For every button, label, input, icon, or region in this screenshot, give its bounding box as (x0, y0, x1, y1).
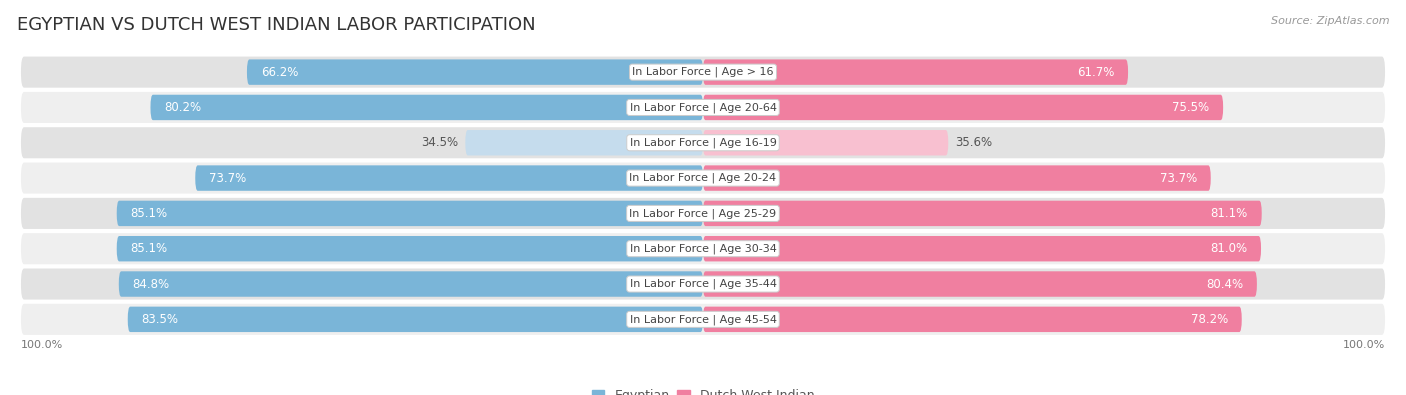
FancyBboxPatch shape (150, 95, 703, 120)
Text: 85.1%: 85.1% (131, 242, 167, 255)
Text: 66.2%: 66.2% (260, 66, 298, 79)
FancyBboxPatch shape (247, 59, 703, 85)
Text: EGYPTIAN VS DUTCH WEST INDIAN LABOR PARTICIPATION: EGYPTIAN VS DUTCH WEST INDIAN LABOR PART… (17, 16, 536, 34)
FancyBboxPatch shape (703, 271, 1257, 297)
Text: In Labor Force | Age 45-54: In Labor Force | Age 45-54 (630, 314, 776, 325)
FancyBboxPatch shape (21, 304, 1385, 335)
Text: In Labor Force | Age 25-29: In Labor Force | Age 25-29 (630, 208, 776, 219)
Text: 100.0%: 100.0% (1343, 340, 1385, 350)
Text: In Labor Force | Age 35-44: In Labor Force | Age 35-44 (630, 279, 776, 289)
Legend: Egyptian, Dutch West Indian: Egyptian, Dutch West Indian (586, 384, 820, 395)
FancyBboxPatch shape (703, 130, 948, 156)
Text: 83.5%: 83.5% (142, 313, 179, 326)
FancyBboxPatch shape (21, 198, 1385, 229)
FancyBboxPatch shape (703, 307, 1241, 332)
Text: 84.8%: 84.8% (132, 278, 170, 291)
FancyBboxPatch shape (117, 201, 703, 226)
FancyBboxPatch shape (118, 271, 703, 297)
Text: In Labor Force | Age 16-19: In Labor Force | Age 16-19 (630, 137, 776, 148)
FancyBboxPatch shape (703, 95, 1223, 120)
Text: 81.0%: 81.0% (1211, 242, 1247, 255)
FancyBboxPatch shape (21, 56, 1385, 88)
Text: In Labor Force | Age 30-34: In Labor Force | Age 30-34 (630, 243, 776, 254)
FancyBboxPatch shape (21, 127, 1385, 158)
FancyBboxPatch shape (21, 92, 1385, 123)
Text: 35.6%: 35.6% (955, 136, 993, 149)
FancyBboxPatch shape (465, 130, 703, 156)
FancyBboxPatch shape (21, 233, 1385, 264)
Text: 73.7%: 73.7% (209, 171, 246, 184)
FancyBboxPatch shape (703, 166, 1211, 191)
Text: 85.1%: 85.1% (131, 207, 167, 220)
Text: Source: ZipAtlas.com: Source: ZipAtlas.com (1271, 16, 1389, 26)
Text: 80.4%: 80.4% (1206, 278, 1243, 291)
Text: In Labor Force | Age 20-24: In Labor Force | Age 20-24 (630, 173, 776, 183)
FancyBboxPatch shape (703, 236, 1261, 261)
FancyBboxPatch shape (21, 269, 1385, 299)
Text: 73.7%: 73.7% (1160, 171, 1197, 184)
FancyBboxPatch shape (117, 236, 703, 261)
Text: 100.0%: 100.0% (21, 340, 63, 350)
FancyBboxPatch shape (21, 162, 1385, 194)
Text: 61.7%: 61.7% (1077, 66, 1115, 79)
Text: 75.5%: 75.5% (1173, 101, 1209, 114)
FancyBboxPatch shape (703, 59, 1128, 85)
Text: 81.1%: 81.1% (1211, 207, 1249, 220)
Text: 34.5%: 34.5% (422, 136, 458, 149)
FancyBboxPatch shape (703, 201, 1261, 226)
Text: 78.2%: 78.2% (1191, 313, 1227, 326)
Text: In Labor Force | Age > 16: In Labor Force | Age > 16 (633, 67, 773, 77)
Text: 80.2%: 80.2% (165, 101, 201, 114)
FancyBboxPatch shape (195, 166, 703, 191)
FancyBboxPatch shape (128, 307, 703, 332)
Text: In Labor Force | Age 20-64: In Labor Force | Age 20-64 (630, 102, 776, 113)
